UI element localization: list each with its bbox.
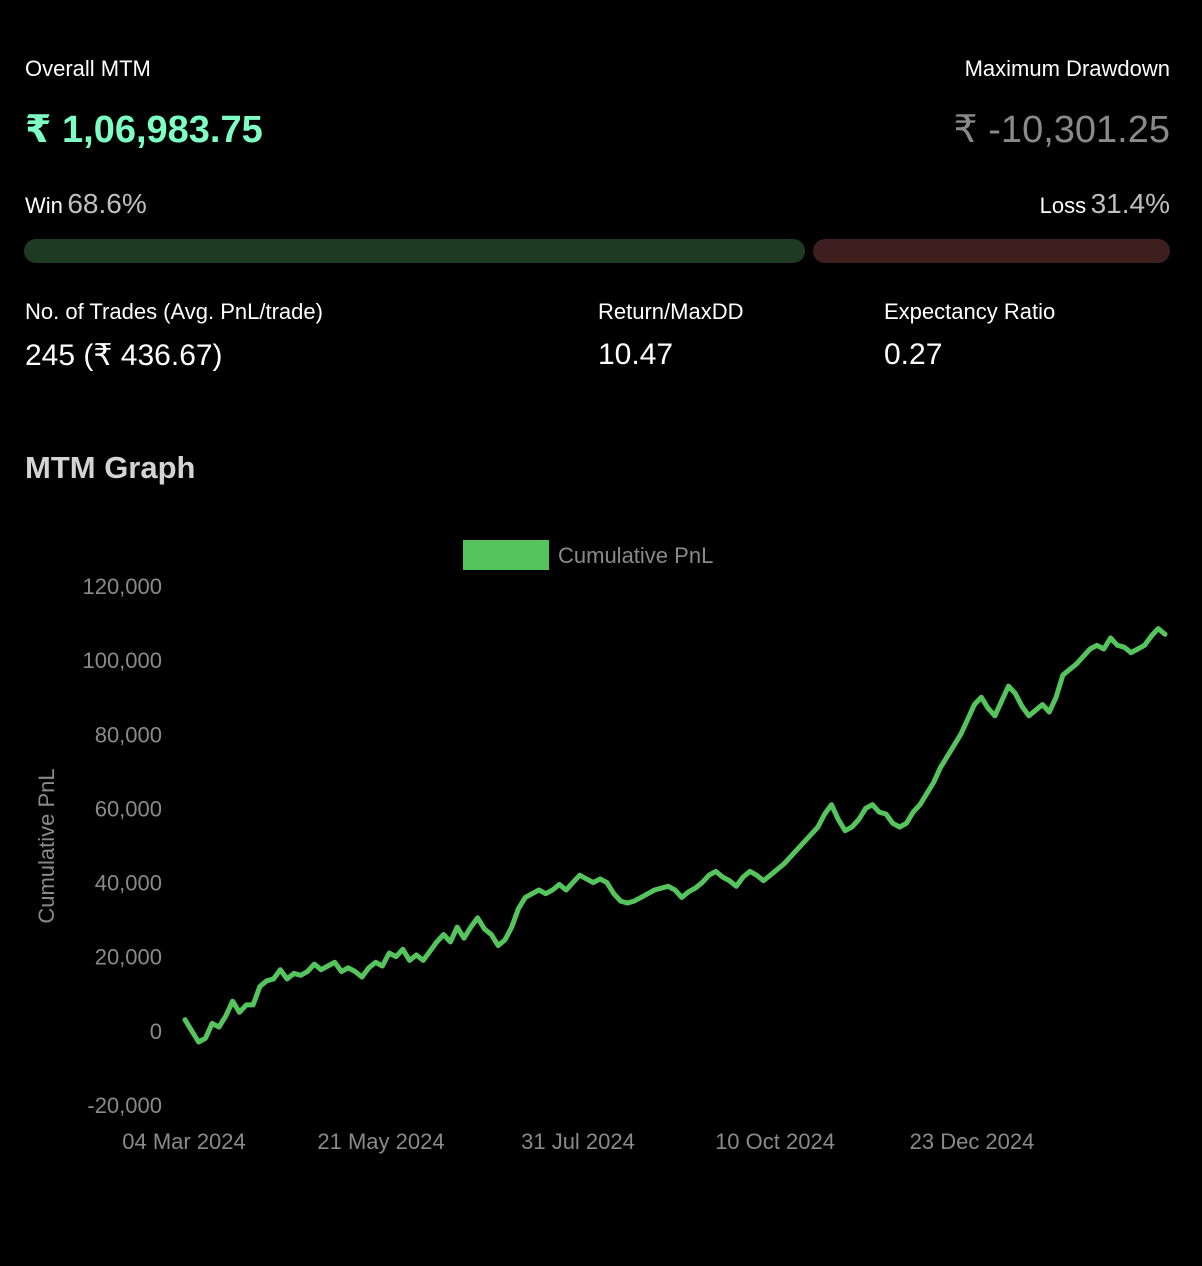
- x-tick-label: 31 Jul 2024: [521, 1129, 635, 1154]
- y-tick-label: 20,000: [95, 945, 162, 970]
- legend-label: Cumulative PnL: [558, 543, 713, 568]
- trades-value: 245 (₹ 436.67): [25, 339, 223, 372]
- mtm-line-chart: Cumulative PnL Cumulative PnL 120,000 100…: [34, 540, 1168, 1154]
- y-tick-label: 80,000: [95, 722, 162, 747]
- x-tick-label: 23 Dec 2024: [910, 1129, 1035, 1154]
- y-axis-label: Cumulative PnL: [34, 768, 59, 923]
- y-tick-label: 0: [150, 1019, 162, 1044]
- y-tick-label: 120,000: [82, 574, 162, 599]
- loss-label: Loss: [1039, 193, 1087, 218]
- win-ratio-bar: [24, 239, 805, 263]
- expectancy-value: 0.27: [884, 338, 943, 371]
- x-tick-label: 04 Mar 2024: [122, 1129, 246, 1154]
- y-axis-ticks: 120,000 100,000 80,000 60,000 40,000 20,000 0 -…: [82, 574, 162, 1118]
- x-tick-label: 21 May 2024: [317, 1129, 444, 1154]
- trades-label: No. of Trades (Avg. PnL/trade): [25, 299, 323, 324]
- cumulative-pnl-line: [182, 626, 1168, 1045]
- return-maxdd-value: 10.47: [598, 338, 674, 371]
- mtm-graph-title: MTM Graph: [25, 450, 196, 485]
- x-tick-label: 10 Oct 2024: [715, 1129, 835, 1154]
- overall-mtm-value: ₹ 1,06,983.75: [25, 109, 263, 151]
- win-label: Win: [25, 193, 63, 218]
- y-tick-label: 100,000: [82, 648, 162, 673]
- loss-ratio-bar: [813, 239, 1170, 263]
- overall-mtm-label: Overall MTM: [25, 56, 151, 81]
- max-drawdown-value: ₹ -10,301.25: [953, 109, 1170, 151]
- expectancy-label: Expectancy Ratio: [884, 299, 1056, 324]
- win-block: Win 68.6%: [25, 188, 147, 220]
- y-tick-label: -20,000: [87, 1093, 162, 1118]
- loss-block: Loss 31.4%: [1040, 188, 1170, 220]
- return-maxdd-label: Return/MaxDD: [598, 299, 744, 324]
- legend-swatch: [463, 540, 549, 570]
- max-drawdown-label: Maximum Drawdown: [964, 56, 1170, 81]
- y-tick-label: 60,000: [95, 796, 162, 821]
- loss-percent: 31.4%: [1090, 188, 1170, 219]
- chart-legend[interactable]: Cumulative PnL: [463, 540, 713, 570]
- win-percent: 68.6%: [67, 188, 147, 219]
- y-tick-label: 40,000: [95, 871, 162, 896]
- x-axis-ticks: 04 Mar 2024 21 May 2024 31 Jul 2024 10 Oct …: [122, 1129, 1034, 1154]
